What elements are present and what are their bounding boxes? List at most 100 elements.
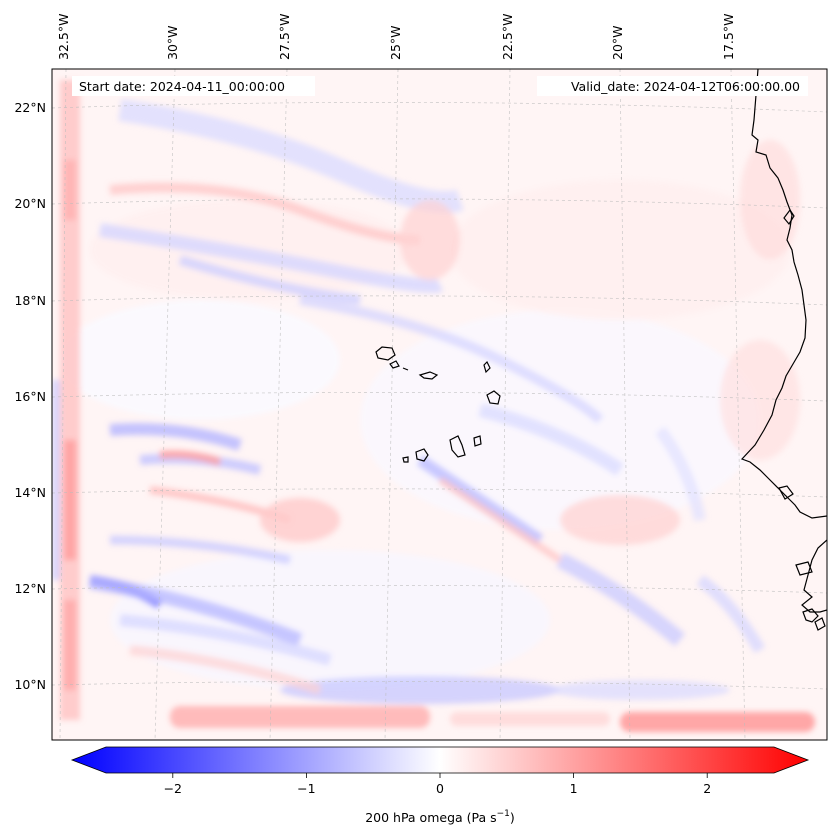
- meridian-line: [59, 69, 67, 740]
- lat-label: 12°N: [14, 581, 46, 596]
- island: [415, 448, 429, 462]
- field-blob: [360, 310, 760, 530]
- parallel-line: [52, 391, 827, 402]
- field-streak: [98, 223, 444, 293]
- field-blob: [260, 498, 340, 542]
- parallel-line: [52, 584, 827, 594]
- lat-label: 20°N: [14, 196, 46, 211]
- island: [778, 485, 794, 500]
- gridlines: [52, 69, 827, 740]
- parallel-line: [52, 198, 827, 209]
- island: [483, 360, 491, 374]
- lon-label: 22.5°W: [500, 14, 515, 60]
- field-blob: [60, 300, 340, 420]
- field-streak: [655, 426, 706, 522]
- island: [402, 456, 409, 463]
- field-blob: [110, 550, 550, 690]
- lon-label: 17.5°W: [721, 14, 736, 60]
- island: [802, 608, 819, 623]
- field-band-left-core: [64, 160, 76, 220]
- lon-label: 27.5°W: [277, 14, 292, 60]
- field-blob: [280, 676, 560, 704]
- field-streak: [109, 535, 291, 565]
- colorbar-tick-label: −1: [297, 781, 315, 796]
- field-streak: [129, 645, 322, 695]
- island: [449, 435, 466, 458]
- field-streak: [416, 455, 544, 545]
- meridian-line: [154, 69, 176, 740]
- island: [473, 435, 482, 447]
- lat-label: 10°N: [14, 677, 46, 692]
- parallel-line: [52, 680, 827, 690]
- island: [402, 367, 409, 371]
- parallel-line: [52, 488, 827, 498]
- island: [814, 617, 826, 631]
- field-blob: [400, 200, 460, 280]
- meridian-line: [730, 69, 746, 740]
- colorbar-tick-label: 0: [436, 781, 444, 796]
- parallel-line: [52, 102, 827, 113]
- field-streak: [159, 450, 222, 466]
- coastlines: [375, 69, 827, 631]
- field-band-bottom: [620, 712, 815, 732]
- lon-label: 32.5°W: [56, 14, 71, 60]
- field-blob: [550, 680, 730, 700]
- colorbar-label-main: 200 hPa omega (Pa s: [365, 810, 496, 825]
- field-band-bottom: [170, 706, 430, 728]
- meridian-line: [499, 69, 511, 740]
- africa-coastline: [740, 69, 827, 519]
- colorbar-label-close: ): [510, 810, 515, 825]
- valid-date-text: Valid_date: 2024-04-12T06:00:00.00: [571, 79, 800, 94]
- meridian-line: [269, 69, 288, 740]
- lon-label: 20°W: [610, 25, 625, 60]
- lat-label: 22°N: [14, 100, 46, 115]
- colorbar-ticks: −2 −1 0 1 2: [164, 773, 711, 796]
- lon-label: 25°W: [388, 25, 403, 60]
- field-band-bottom: [450, 712, 610, 726]
- field-streak: [119, 614, 332, 666]
- field-streak: [556, 552, 686, 647]
- island: [418, 371, 439, 380]
- island: [795, 561, 813, 576]
- meridian-line: [619, 69, 631, 740]
- field-streak: [109, 182, 421, 245]
- colorbar: −2 −1 0 1 2 200 hPa omega (Pa s−1): [70, 746, 810, 825]
- colorbar-tick-label: 1: [570, 781, 578, 796]
- colorbar-tick-label: 2: [703, 781, 711, 796]
- map-panel: Start date: 2024-04-11_00:00:00 Valid_da…: [51, 68, 828, 741]
- field-streak: [478, 403, 624, 476]
- lon-label: 30°W: [165, 25, 180, 60]
- island: [375, 346, 396, 361]
- field-blob: [740, 140, 800, 260]
- colorbar-label-exponent: −1: [497, 809, 510, 819]
- colorbar-bar: [70, 746, 810, 774]
- field-streak: [88, 575, 303, 647]
- island: [783, 208, 795, 226]
- field-blob: [450, 180, 790, 320]
- longitude-labels: 32.5°W 30°W 27.5°W 25°W 22.5°W 20°W 17.5…: [56, 14, 736, 60]
- field-band-left-blue: [52, 380, 60, 580]
- field-blob: [560, 495, 680, 545]
- field-band-left-core: [64, 600, 76, 690]
- field-blob: [720, 340, 800, 460]
- field-streak: [438, 477, 562, 563]
- field-streak: [109, 423, 242, 451]
- start-date-text: Start date: 2024-04-11_00:00:00: [79, 79, 285, 94]
- lat-label: 14°N: [14, 485, 46, 500]
- field-streak: [299, 295, 604, 424]
- meridian-line: [384, 69, 399, 740]
- field-streak: [696, 575, 766, 654]
- island: [389, 360, 400, 369]
- lat-label: 16°N: [14, 389, 46, 404]
- colorbar-label: 200 hPa omega (Pa s−1): [365, 809, 515, 825]
- colorbar-tick-label: −2: [164, 781, 182, 796]
- omega-field: [52, 80, 815, 732]
- parallel-line: [52, 295, 827, 306]
- island: [486, 390, 501, 405]
- map-frame: [51, 68, 828, 741]
- field-band-left-core: [64, 440, 76, 560]
- field-streak: [178, 255, 361, 305]
- lat-label: 18°N: [14, 293, 46, 308]
- latitude-labels: 22°N 20°N 18°N 16°N 14°N 12°N 10°N: [14, 100, 46, 692]
